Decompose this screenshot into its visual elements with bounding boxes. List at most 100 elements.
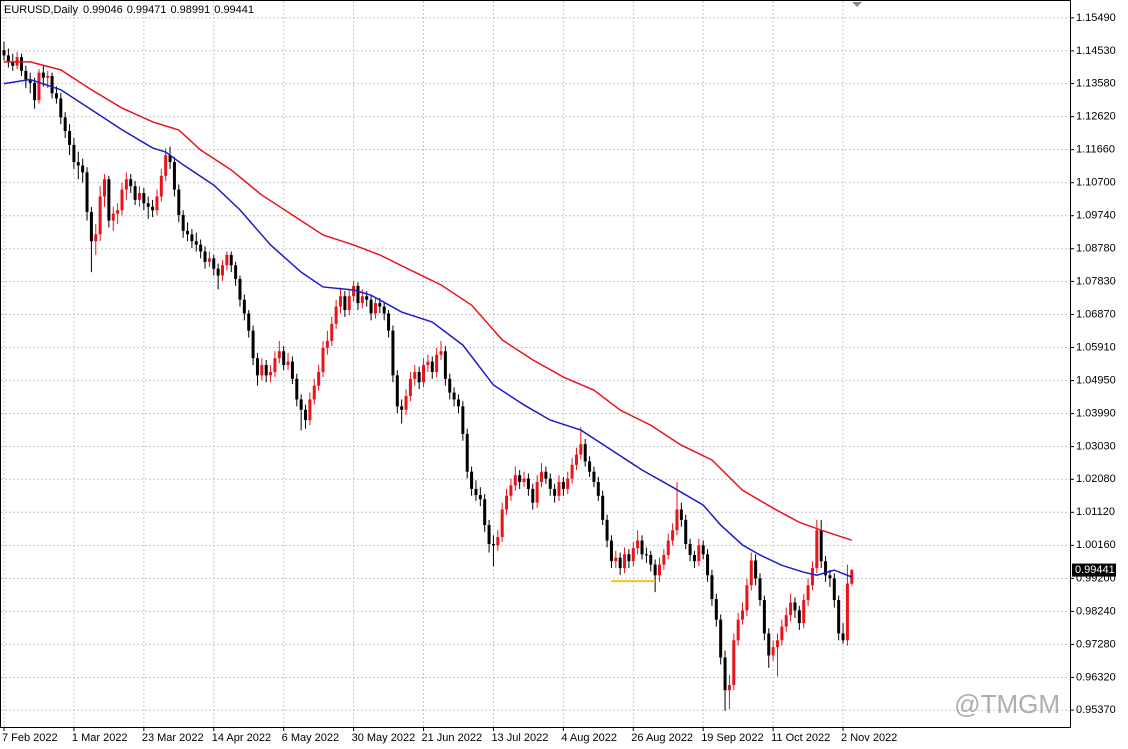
candle-body: [614, 557, 618, 562]
candle-body: [496, 537, 500, 546]
open-value: 0.99046: [83, 4, 123, 16]
candle-body: [28, 79, 32, 83]
candle-body: [649, 554, 653, 565]
candle-body: [404, 396, 408, 410]
x-tick-label: 19 Sep 2022: [701, 732, 763, 744]
candle-body: [312, 385, 316, 400]
candle-body: [841, 633, 845, 641]
candle-body: [242, 299, 246, 314]
candle-body: [94, 234, 98, 242]
candle-body: [308, 399, 312, 421]
x-tick-label: 7 Feb 2022: [2, 732, 58, 744]
candle-body: [535, 482, 539, 503]
candle-body: [395, 375, 399, 407]
y-tick-label: 0.95370: [1076, 704, 1116, 716]
candle-body: [474, 488, 478, 496]
candle-body: [116, 210, 120, 214]
high-value: 0.99471: [127, 4, 167, 16]
candle-body: [387, 313, 391, 331]
candle-body: [714, 599, 718, 620]
candle-body: [789, 602, 793, 616]
y-tick-label: 1.10700: [1076, 177, 1116, 189]
candle-body: [666, 540, 670, 555]
y-tick-label: 1.07830: [1076, 275, 1116, 287]
candle-body: [59, 98, 63, 118]
y-tick-label: 1.08780: [1076, 243, 1116, 255]
candle-body: [749, 560, 753, 586]
candle-body: [824, 561, 828, 576]
candle-body: [701, 545, 705, 555]
candle-body: [736, 619, 740, 641]
candle-body: [317, 371, 321, 386]
candle-body: [675, 509, 679, 531]
candle-body: [41, 72, 45, 78]
candle-body: [164, 155, 168, 176]
candle-body: [780, 626, 784, 641]
candle-body: [684, 519, 688, 544]
candle-body: [574, 454, 578, 465]
candle-body: [199, 244, 203, 252]
x-tick-label: 30 May 2022: [352, 732, 416, 744]
candle-body: [365, 296, 369, 300]
candle-body: [190, 234, 194, 242]
candle-body: [338, 296, 342, 307]
candle-body: [452, 392, 456, 400]
y-tick-label: 1.12620: [1076, 111, 1116, 123]
candle-body: [360, 296, 364, 304]
candle-body: [146, 203, 150, 207]
candle-body: [435, 354, 439, 372]
candle-body: [378, 303, 382, 307]
moving-average: [4, 61, 853, 541]
candle-body: [767, 633, 771, 656]
candle-body: [221, 265, 224, 276]
x-tick-label: 2 Nov 2022: [841, 732, 897, 744]
y-tick-label: 1.00160: [1076, 539, 1116, 551]
candle-body: [658, 564, 661, 576]
candle-body: [732, 640, 736, 686]
candle-body: [775, 640, 779, 648]
marks: [2, 41, 854, 711]
candle-body: [356, 285, 360, 304]
y-tick-label: 1.14530: [1076, 45, 1116, 57]
candle-body: [513, 475, 517, 486]
candle-body: [133, 186, 137, 200]
y-tick-label: 1.15490: [1076, 12, 1116, 24]
candle-body: [107, 179, 111, 221]
candle-body: [72, 144, 76, 163]
x-tick-label: 6 May 2022: [282, 732, 339, 744]
candle-body: [710, 575, 714, 600]
candle-body: [295, 378, 299, 400]
candle-body: [369, 299, 373, 314]
x-tick-label: 26 Aug 2022: [631, 732, 693, 744]
candle-body: [85, 172, 89, 212]
candle-body: [557, 482, 561, 496]
candle-body: [382, 306, 386, 314]
candle-body: [24, 70, 28, 80]
candle-body: [124, 179, 128, 190]
candle-body: [76, 162, 80, 166]
candle-body: [845, 583, 849, 641]
candle-body: [522, 478, 526, 483]
candle-body: [413, 371, 417, 379]
candle-body: [238, 279, 242, 300]
candle-body: [391, 330, 395, 376]
y-tick-label: 1.06870: [1076, 308, 1116, 320]
candle-body: [225, 254, 229, 266]
candle-body: [623, 554, 627, 569]
candle-body: [111, 213, 115, 221]
candle-body: [784, 615, 788, 627]
y-tick-label: 0.98240: [1076, 605, 1116, 617]
candle-body: [408, 378, 412, 397]
candle-body: [400, 406, 404, 410]
candle-body: [828, 575, 832, 579]
candle-body: [719, 619, 723, 658]
candle-body: [212, 258, 216, 269]
candle-body: [98, 196, 102, 235]
candle-body: [207, 258, 211, 262]
candle-body: [579, 444, 583, 455]
candle-body: [6, 55, 10, 63]
candle-body: [797, 610, 801, 624]
candle-body: [762, 600, 766, 634]
candle-body: [439, 351, 443, 355]
